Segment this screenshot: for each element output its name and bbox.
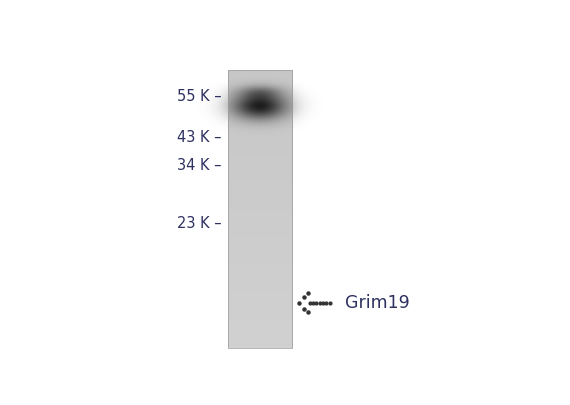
Text: 23 K –: 23 K – <box>177 216 221 231</box>
Text: Grim19: Grim19 <box>345 294 410 312</box>
Text: 55 K –: 55 K – <box>177 90 221 104</box>
Bar <box>228 70 292 348</box>
Text: 43 K –: 43 K – <box>177 130 221 145</box>
Text: 34 K –: 34 K – <box>177 158 221 173</box>
